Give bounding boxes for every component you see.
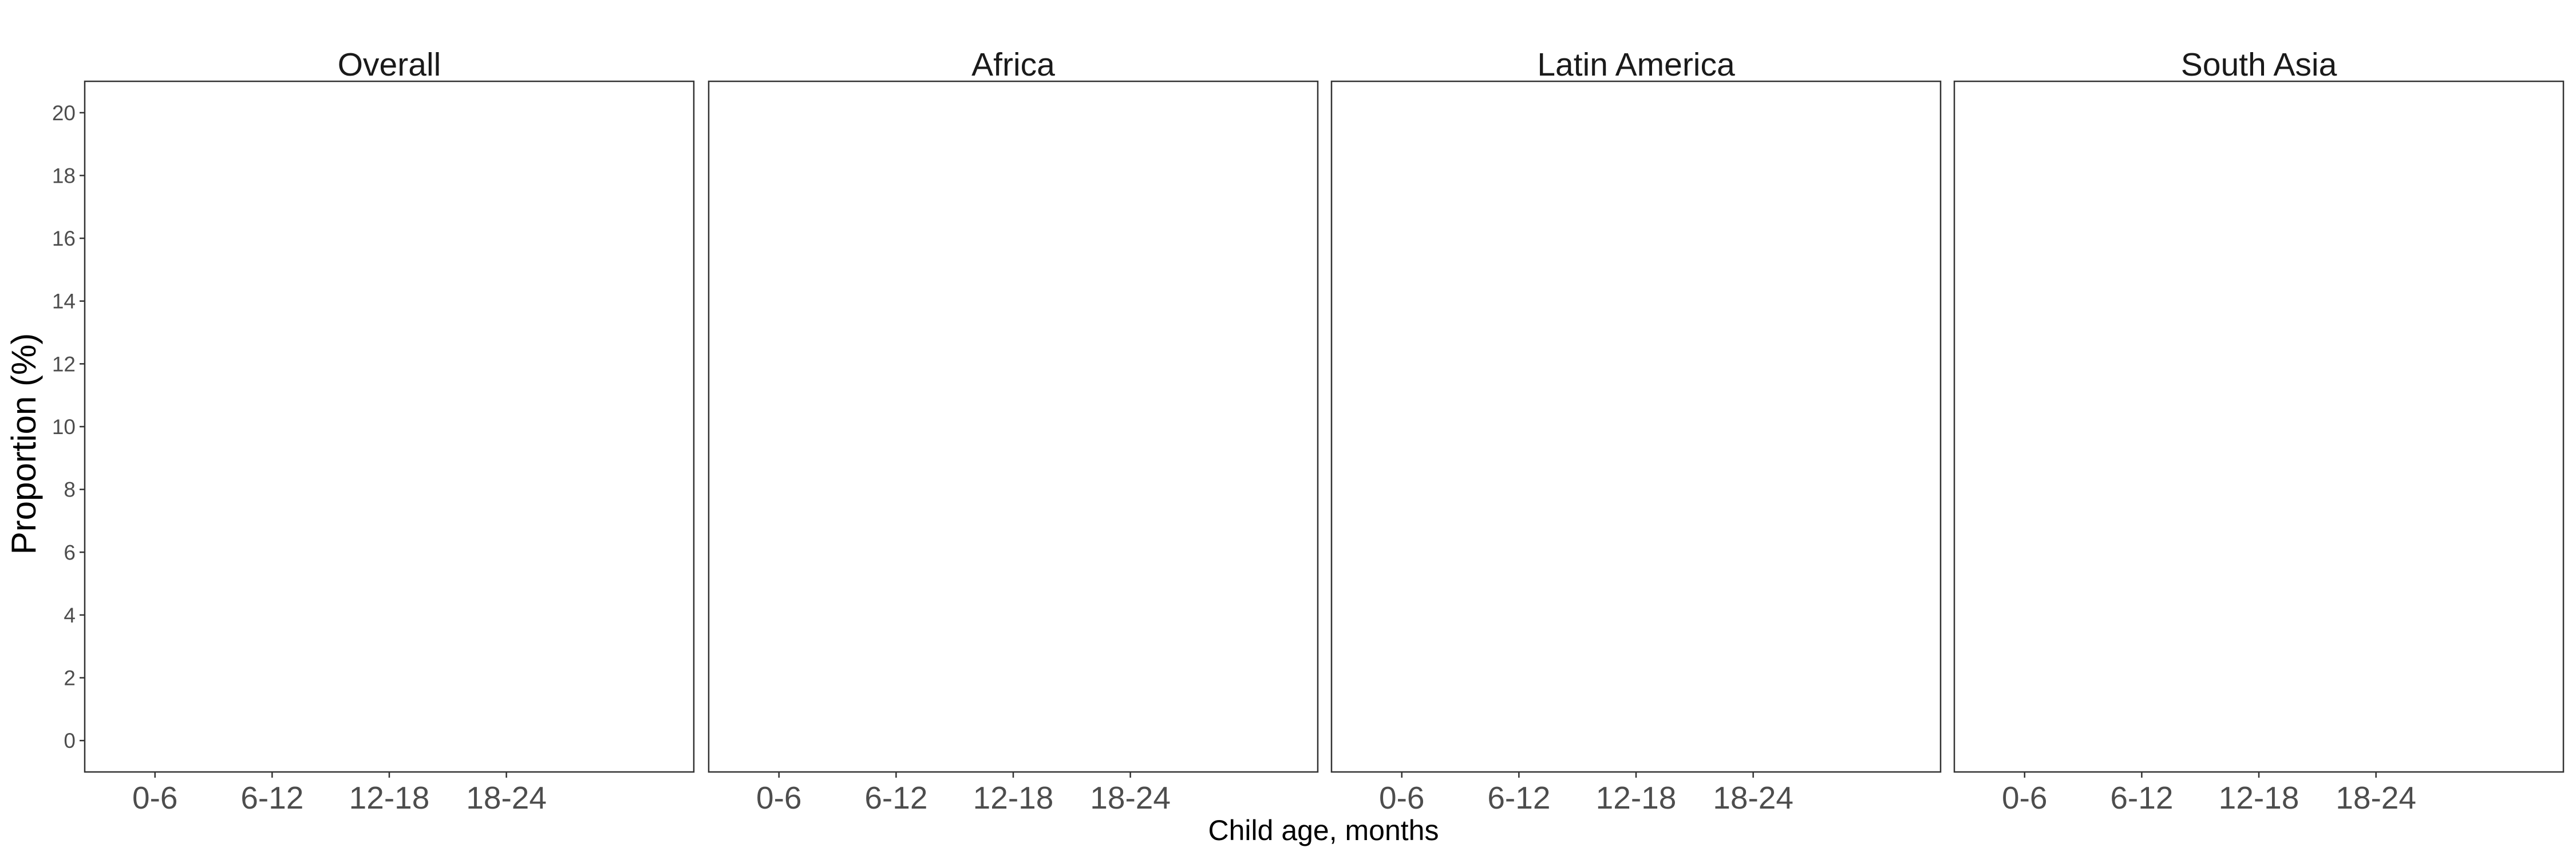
x-tick-label: 6-12 — [240, 780, 303, 815]
x-tick-label: 12-18 — [1596, 780, 1677, 815]
x-tick-label: 0-6 — [132, 780, 178, 815]
x-tick-label: 12-18 — [2219, 780, 2300, 815]
x-tick-label: 18-24 — [2336, 780, 2416, 815]
y-tick-label: 14 — [52, 290, 76, 313]
x-tick-label: 6-12 — [864, 780, 927, 815]
y-axis-title: Proportion (%) — [5, 333, 43, 555]
panel-title: Africa — [971, 46, 1055, 83]
y-tick-label: 10 — [52, 415, 76, 439]
x-tick-label: 0-6 — [2002, 780, 2048, 815]
y-tick-label: 8 — [64, 478, 76, 502]
y-tick-label: 4 — [64, 604, 76, 627]
y-tick-label: 6 — [64, 541, 76, 564]
panel-title: South Asia — [2181, 46, 2337, 83]
panel-title: Overall — [338, 46, 441, 83]
y-tick-label: 0 — [64, 729, 76, 752]
y-tick-label: 18 — [52, 164, 76, 187]
x-tick-label: 12-18 — [973, 780, 1054, 815]
x-tick-label: 18-24 — [1090, 780, 1171, 815]
y-tick-label: 20 — [52, 101, 76, 125]
panel-border — [84, 80, 695, 773]
y-tick-label: 2 — [64, 667, 76, 690]
panel-border — [708, 80, 1319, 773]
panel-border — [1330, 80, 1942, 773]
x-tick-label: 18-24 — [466, 780, 547, 815]
x-axis-title: Child age, months — [1208, 814, 1439, 846]
panels: Overall71113110-66-1212-1818-24Africa391… — [84, 46, 2565, 815]
y-axis: 0 2 4 6 8 10 12 14 16 18 20 — [52, 101, 85, 752]
x-tick-label: 0-6 — [1379, 780, 1425, 815]
y-tick-label: 12 — [52, 352, 76, 376]
x-tick-label: 12-18 — [349, 780, 430, 815]
panel-border — [1953, 80, 2565, 773]
x-tick-label: 0-6 — [756, 780, 802, 815]
panel-title: Latin America — [1537, 46, 1735, 83]
x-tick-label: 6-12 — [1487, 780, 1550, 815]
x-tick-label: 6-12 — [2110, 780, 2173, 815]
x-tick-label: 18-24 — [1713, 780, 1793, 815]
y-tick-label: 16 — [52, 227, 76, 250]
